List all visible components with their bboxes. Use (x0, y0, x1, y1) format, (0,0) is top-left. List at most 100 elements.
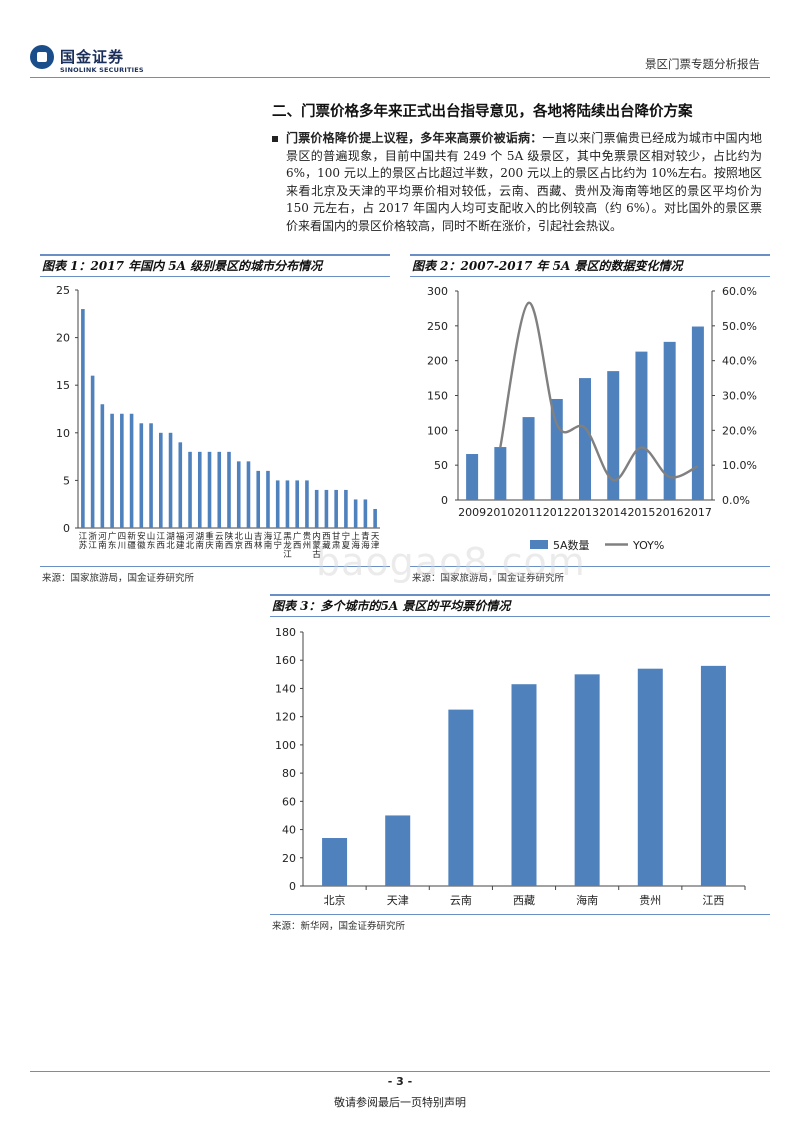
fig1-x-tick-label: 内 (312, 531, 321, 542)
fig1-bar (275, 480, 280, 528)
fig3-x-tick-label: 天津 (387, 894, 409, 907)
fig3-y-tick-label: 100 (275, 739, 296, 752)
fig1-x-tick-label: 南 (215, 540, 224, 551)
fig2-title: 图表 2：2007-2017 年 5A 景区的数据变化情况 (412, 259, 683, 273)
fig3-bar (700, 665, 726, 886)
fig3-bottom-rule (270, 914, 770, 915)
fig1-x-tick-label: 广 (108, 531, 117, 542)
fig2-x-tick-label: 2011 (515, 506, 543, 519)
fig1-x-tick-label: 河 (98, 531, 107, 542)
fig1-bar (373, 508, 377, 528)
fig1-x-tick-label: 北 (186, 541, 195, 551)
fig1-title-rule (40, 276, 390, 277)
fig1-x-tick-label: 南 (196, 540, 205, 551)
fig2-bar (550, 398, 563, 500)
fig1-x-tick-label: 夏 (342, 541, 351, 551)
fig2-x-tick-label: 2010 (486, 506, 514, 519)
fig1-bar (217, 451, 222, 528)
fig1-x-tick-label: 宁 (273, 540, 282, 551)
fig2-x-tick-label: 2015 (627, 506, 655, 519)
fig1-bar (197, 451, 202, 528)
fig1-bar (246, 461, 251, 528)
fig1-bar (159, 432, 163, 528)
fig3-bar (385, 815, 411, 886)
fig2-right-tick-label: 40.0% (722, 355, 757, 368)
fig1-bar (334, 489, 338, 528)
fig3-y-tick-label: 120 (275, 711, 296, 724)
footer-divider (30, 1071, 770, 1072)
fig3-y-tick-label: 20 (282, 852, 296, 865)
fig1-x-tick-label: 辽 (273, 532, 282, 542)
fig1-bar (90, 375, 95, 528)
fig2-right-tick-label: 30.0% (722, 390, 757, 403)
paragraph-lead: 门票价格降价提上议程，多年来高票价被诟病： (286, 131, 543, 145)
fig1-bar (266, 470, 270, 528)
fig1-source: 来源：国家旅游局，国金证券研究所 (42, 573, 195, 584)
fig3-bar (574, 674, 600, 886)
fig1-bar (139, 423, 144, 528)
fig2-bar (494, 447, 507, 500)
fig1-x-tick-label: 疆 (127, 541, 136, 551)
fig2-x-tick-label: 2013 (571, 506, 599, 519)
fig2-left-tick-label: 250 (427, 320, 448, 333)
fig1-y-tick-label: 10 (56, 427, 70, 440)
fig1-y-tick-label: 5 (63, 474, 70, 487)
fig2-x-tick-label: 2014 (599, 506, 627, 519)
fig1-y-tick-label: 15 (56, 379, 70, 392)
fig1-x-tick-label: 龙 (283, 540, 292, 551)
fig2-legend-bar-label: 5A数量 (553, 539, 590, 552)
fig3-x-tick-label: 贵州 (639, 894, 661, 907)
fig3-chart: 0 20 40 60 80 100 120 140 160 180 北京 天津 云南 西藏 海南 贵州 江西 (275, 626, 746, 907)
fig1-x-tick-label: 藏 (322, 540, 331, 551)
fig2-left-tick-label: 150 (427, 390, 448, 403)
fig1-x-tick-label: 黑 (283, 532, 292, 542)
fig2-bar (691, 326, 704, 500)
fig3-source: 来源：新华网，国金证券研究所 (272, 921, 406, 932)
fig1-x-tick-label: 吉 (254, 532, 263, 542)
fig1-x-tick-label: 浙 (88, 531, 97, 542)
fig1-bottom-rule (40, 566, 390, 567)
fig2-right-tick-label: 20.0% (722, 424, 757, 437)
fig2-legend-line-label: YOY% (632, 539, 664, 552)
bullet-square-icon (272, 136, 278, 142)
fig1-x-tick-label: 宁 (342, 531, 351, 542)
fig2-left-tick-label: 300 (427, 285, 448, 298)
fig1-x-tick-label: 四 (118, 532, 127, 542)
fig1-bar (285, 480, 290, 528)
brand-logo-icon (30, 45, 54, 69)
fig3-y-tick-label: 80 (282, 767, 296, 780)
fig2-right-tick-label: 60.0% (722, 285, 757, 298)
fig1-x-tick-label: 京 (234, 540, 243, 551)
fig1-x-tick-label: 河 (186, 531, 195, 542)
fig1-x-tick-label: 陕 (225, 531, 234, 542)
fig1-x-tick-label: 北 (166, 541, 175, 551)
brand-name-en: SINOLINK SECURITIES (60, 66, 144, 74)
fig1-x-tick-label: 上 (351, 532, 360, 542)
fig1-y-tick-label: 0 (63, 522, 70, 535)
fig2-x-tick-label: 2017 (684, 506, 712, 519)
fig1-y-tick-label: 25 (56, 284, 70, 297)
fig2-x-tick-label: 2012 (543, 506, 571, 519)
fig1-bar (353, 499, 358, 528)
fig1-bar (168, 432, 173, 528)
fig1-x-tick-label: 海 (361, 540, 370, 551)
fig2-right-tick-label: 0.0% (722, 494, 750, 507)
fig3-y-tick-label: 140 (275, 682, 296, 695)
fig2-right-tick-label: 50.0% (722, 320, 757, 333)
fig2-chart: 0 50 100 150 200 250 300 0.0% 10.0% 20.0% 30.0% 40.… (427, 285, 757, 552)
fig1-bar (295, 480, 299, 528)
fig1-x-tick-label: 西 (293, 541, 302, 551)
fig2-x-tick-label: 2009 (458, 506, 486, 519)
section-title: 二、门票价格多年来正式出台指导意见，各地将陆续出台降价方案 (272, 103, 693, 120)
fig3-title-rule (270, 616, 770, 617)
fig1-x-tick-label: 肃 (332, 540, 341, 551)
fig1-x-tick-label: 新 (127, 531, 136, 542)
fig3-bar (637, 668, 663, 886)
fig3-x-tick-label: 北京 (324, 893, 346, 907)
fig2-top-rule (410, 254, 770, 256)
fig1-x-tick-label: 云 (215, 532, 224, 542)
footer-disclaimer: 敬请参阅最后一页特别声明 (334, 1096, 466, 1109)
fig1-x-tick-label: 古 (312, 549, 321, 560)
fig1-bar (100, 404, 105, 528)
fig2-bar (607, 371, 620, 500)
